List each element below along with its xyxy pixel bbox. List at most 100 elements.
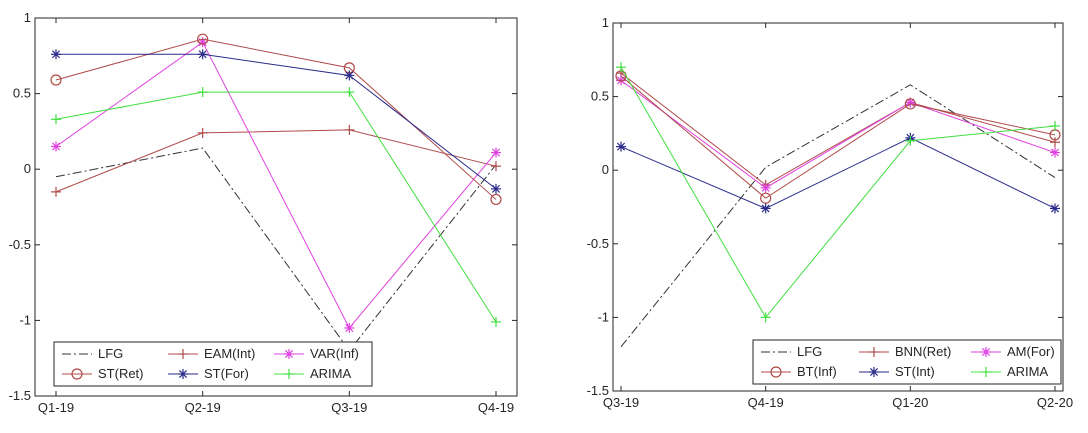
- y-tick-label: -1.5: [587, 383, 609, 398]
- data-point: [491, 161, 501, 172]
- x-tick-label: Q4-19: [478, 400, 514, 415]
- legend: LFG BNN(Ret) AM(For) BT(Inf) ST(Int) ARIMA: [752, 339, 1062, 385]
- series-eam-int-: [51, 124, 501, 197]
- legend-item: ARIMA: [971, 364, 1049, 379]
- legend-item: AM(For): [971, 344, 1055, 359]
- data-point: [760, 312, 771, 323]
- series-line: [620, 84, 1056, 348]
- series-lfg: [620, 84, 1056, 348]
- legend-item: ST(Int): [859, 364, 935, 379]
- data-point: [344, 70, 355, 81]
- data-point: [905, 135, 916, 146]
- data-point: [344, 87, 355, 98]
- y-tick-label: -0.5: [587, 236, 609, 251]
- data-point: [197, 33, 209, 45]
- x-tick-label: Q2-20: [1037, 395, 1073, 410]
- left-chart-panel: -1.5 -1 -0.5 0 0.5 1 Q1-19 Q2-19 Q3-19 Q4-19 LFG EA…: [9, 10, 518, 415]
- data-point: [491, 183, 501, 194]
- series-line: [55, 41, 497, 329]
- series-st-for-: [51, 49, 501, 194]
- y-tick-label: 0.5: [13, 86, 31, 101]
- legend: LFG EAM(Int) VAR(Inf) ST(Ret) ST(For) ARIMA: [53, 341, 373, 387]
- data-point: [760, 203, 771, 214]
- legend-label: AM(For): [1007, 344, 1055, 359]
- y-tick-label: -1.5: [9, 388, 31, 403]
- series-line: [620, 137, 1056, 210]
- legend-marker: [981, 367, 991, 377]
- legend-box: [53, 341, 373, 387]
- legend-item: BNN(Ret): [859, 344, 951, 359]
- legend-label: BNN(Ret): [895, 344, 951, 359]
- x-tick-label: Q3-19: [603, 395, 639, 410]
- legend-label: ARIMA: [1007, 364, 1049, 379]
- legend-box: [752, 339, 1062, 385]
- plot-area-frame: [612, 22, 1064, 392]
- series-line: [55, 129, 497, 193]
- data-point: [51, 141, 61, 152]
- legend-label: ST(Int): [895, 364, 935, 379]
- data-point: [904, 98, 916, 110]
- data-point: [51, 186, 61, 197]
- x-tick-label: Q1-19: [38, 400, 74, 415]
- series-line: [55, 38, 497, 200]
- legend-marker: [869, 347, 879, 357]
- data-point: [760, 182, 771, 193]
- legend-label: LFG: [98, 346, 123, 361]
- data-point: [1050, 137, 1060, 148]
- data-point: [490, 193, 502, 206]
- y-tick-label: -1: [597, 309, 609, 324]
- legend-marker: [869, 367, 879, 377]
- data-point: [616, 62, 626, 73]
- y-tick-label: 1: [602, 15, 609, 30]
- data-point: [197, 127, 208, 138]
- y-tick-label: -1: [19, 312, 31, 327]
- data-point: [344, 322, 355, 333]
- data-point: [51, 49, 61, 60]
- legend-item: ST(Ret): [62, 366, 144, 381]
- series-arima: [616, 62, 1060, 323]
- series-line: [56, 53, 497, 190]
- legend-label: EAM(Int): [204, 346, 255, 361]
- legend-item: LFG: [761, 344, 822, 359]
- x-tick-label: Q1-20: [892, 395, 928, 410]
- legend-item: EAM(Int): [168, 346, 255, 361]
- legend-item: BT(Inf): [761, 364, 837, 379]
- legend-marker: [981, 347, 991, 357]
- legend-item: LFG: [62, 346, 123, 361]
- data-point: [197, 87, 208, 98]
- legend-marker: [178, 349, 188, 359]
- legend-label: ARIMA: [310, 366, 352, 381]
- legend-item: ST(For): [168, 366, 249, 381]
- legend-item: ARIMA: [274, 366, 352, 381]
- series-line: [620, 66, 1056, 319]
- legend-marker: [178, 369, 188, 379]
- series-st-int-: [616, 132, 1060, 214]
- x-tick-label: Q4-19: [748, 395, 784, 410]
- data-point: [760, 192, 772, 204]
- data-point: [50, 74, 62, 86]
- y-tick-label: 1: [24, 10, 31, 25]
- legend-marker: [284, 369, 294, 379]
- data-point: [616, 141, 626, 152]
- series-line: [620, 80, 1056, 189]
- y-tick-label: 0: [24, 161, 31, 176]
- legend-marker: [71, 368, 83, 380]
- legend-label: ST(Ret): [98, 366, 144, 381]
- data-point: [197, 49, 208, 60]
- series-arima: [51, 87, 501, 327]
- legend-label: VAR(Inf): [310, 346, 359, 361]
- series-line: [620, 75, 1056, 199]
- plot-area-frame: [34, 17, 518, 397]
- x-tick-label: Q3-19: [331, 400, 367, 415]
- legend-marker: [770, 366, 782, 378]
- data-point: [1050, 147, 1060, 158]
- legend-item: VAR(Inf): [274, 346, 359, 361]
- series-line: [55, 91, 497, 323]
- data-point: [1050, 203, 1060, 214]
- series-var-inf-: [51, 37, 501, 333]
- y-tick-label: 0.5: [591, 89, 609, 104]
- legend-label: ST(For): [204, 366, 249, 381]
- data-point: [51, 114, 61, 125]
- x-tick-label: Q2-19: [185, 400, 221, 415]
